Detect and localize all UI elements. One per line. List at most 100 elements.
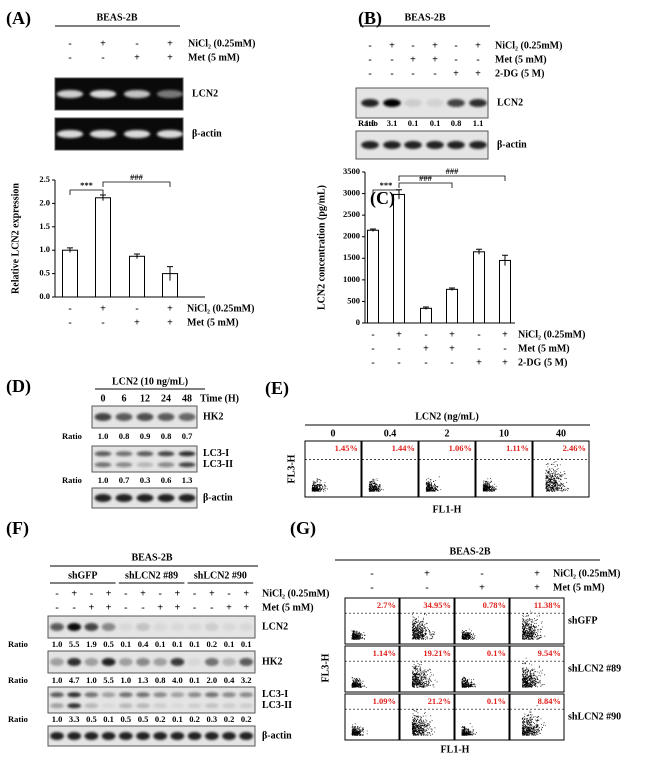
band (204, 692, 219, 698)
band (118, 623, 133, 631)
band (204, 658, 219, 666)
sign: - (101, 52, 104, 63)
sign: - (73, 602, 76, 613)
y-tick-label: 0.5 (39, 268, 50, 278)
sign: + (502, 357, 508, 368)
sign: - (159, 588, 162, 599)
treatment-label: 2-DG (5 M) (495, 68, 544, 79)
sign: - (135, 303, 138, 314)
flow-events (351, 630, 366, 640)
ratio: 2.0 (206, 675, 217, 685)
sign: - (411, 40, 414, 51)
sign: - (135, 38, 138, 49)
time: 6 (122, 393, 127, 404)
cell-line: BEAS-2B (96, 12, 137, 23)
error-bar (370, 228, 376, 232)
band (170, 623, 185, 631)
band (84, 658, 99, 666)
band (67, 692, 82, 698)
y-tick-label: 3000 (343, 188, 360, 198)
sign: + (534, 568, 540, 579)
row-label: shLCN2 #89 (568, 663, 621, 674)
sign: + (175, 588, 181, 599)
sign: - (411, 68, 414, 79)
band (157, 494, 175, 502)
percentage: 0.78% (483, 600, 506, 610)
band (101, 732, 116, 740)
sign: - (68, 52, 71, 63)
bar (95, 197, 111, 298)
significance: *** (380, 180, 393, 190)
band (447, 141, 465, 149)
row-label: shLCN2 #90 (568, 711, 621, 722)
bracket (102, 181, 171, 187)
sign: - (371, 329, 374, 340)
band (94, 494, 112, 502)
bracket (398, 175, 506, 181)
ratio: 0.8 (161, 431, 172, 441)
y-tick-label: 2.5 (39, 174, 50, 184)
band (383, 99, 401, 107)
blot-label: LC3-I (203, 448, 229, 459)
band (101, 703, 116, 709)
band (136, 692, 150, 698)
treatment-label: NiCl₂ (0.25mM) (187, 303, 254, 314)
error-bar (67, 247, 73, 253)
band (118, 703, 133, 709)
flow-events (351, 723, 368, 736)
sign: + (167, 38, 173, 49)
ratio: 0.2 (155, 714, 166, 724)
ratio: 1.0 (52, 639, 63, 649)
blot-label: LC3-II (262, 700, 292, 711)
band (101, 623, 116, 631)
sign: - (454, 40, 457, 51)
flow-events (425, 476, 442, 492)
sign: + (476, 357, 482, 368)
flow-plot (532, 440, 590, 498)
ratio: 4.0 (172, 675, 183, 685)
band (204, 732, 219, 740)
band (94, 462, 112, 468)
band (50, 658, 64, 666)
sign: - (371, 343, 374, 354)
band (187, 703, 202, 709)
band (404, 141, 422, 149)
sign: - (390, 54, 393, 65)
bracket (398, 182, 453, 188)
treatment-label: Met (5 mM) (187, 317, 239, 328)
band (136, 658, 150, 666)
bar (129, 255, 145, 298)
band (469, 99, 487, 107)
band (84, 732, 99, 740)
ratio: 0.5 (86, 714, 97, 724)
band (136, 462, 154, 468)
sign: - (424, 329, 427, 340)
band (115, 494, 133, 502)
sign: + (423, 343, 429, 354)
y-axis-label: FL3-H (286, 454, 297, 483)
sign: + (209, 588, 215, 599)
ratio: 0.2 (206, 639, 217, 649)
sign: - (55, 588, 58, 599)
ratio: 5.5 (69, 639, 80, 649)
sign: - (370, 568, 373, 579)
blot (47, 725, 256, 747)
band (222, 732, 236, 740)
flow-events (461, 628, 476, 640)
percentage: 2.7% (377, 600, 396, 610)
band (101, 658, 116, 666)
ratio: 0.4 (224, 675, 235, 685)
band (94, 413, 112, 421)
band (361, 99, 379, 107)
sign: - (90, 588, 93, 599)
band (178, 413, 196, 421)
significance: ### (419, 173, 433, 183)
ratio: 1.0 (52, 675, 63, 685)
time: 48 (182, 393, 192, 404)
sign: + (502, 329, 508, 340)
ratio: 0.2 (224, 714, 235, 724)
sign: + (424, 568, 430, 579)
treatment-label: NiCl₂ (0.25mM) (188, 38, 255, 49)
ratio-label: Ratio (358, 118, 378, 128)
ratio: 0.5 (120, 714, 131, 724)
